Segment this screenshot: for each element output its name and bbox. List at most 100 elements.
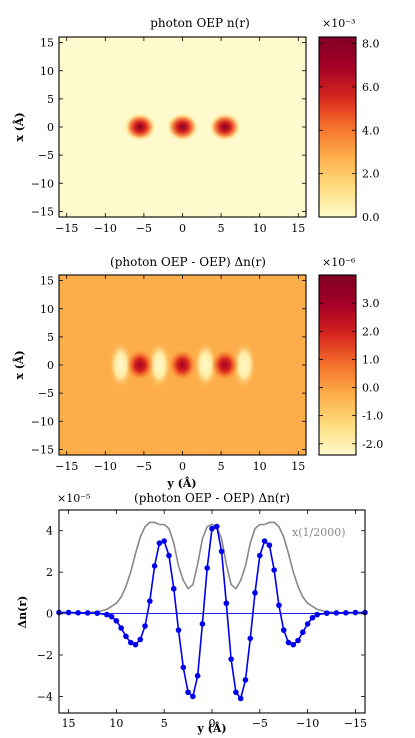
data-point [204, 565, 211, 571]
x-tick-label: 5 [218, 460, 225, 473]
colorbar-tick-label: -1.0 [362, 410, 383, 423]
y-tick-label: 15 [40, 275, 54, 288]
data-point [314, 611, 320, 618]
panel-3: ×10⁻⁵ (photon OEP - OEP) Δn(r) 15 10 5 0 −5 −… [16, 491, 368, 735]
data-point [304, 621, 311, 627]
data-point [127, 639, 134, 646]
data-point [209, 525, 215, 532]
colorbar-tick-label: 3.0 [362, 297, 380, 310]
data-point [180, 664, 187, 671]
colorbar-2-frame [318, 274, 357, 456]
scale-annotation: x(1/2000) [292, 526, 346, 539]
panel-2: (photon OEP - OEP) Δn(r) −15 −10 −5 0 5 10 15 1… [12, 255, 383, 490]
x-tick-label: 10 [253, 460, 267, 473]
data-point [137, 636, 144, 643]
data-point [218, 548, 225, 555]
panel-3-ticks: 15 10 5 0 −5 −10 −15 4 2 0 −2 −4 [37, 510, 367, 730]
y-tick-label: −15 [31, 443, 54, 456]
panel-3-series [56, 521, 368, 702]
data-point [300, 629, 306, 636]
data-point [147, 598, 153, 604]
colorbar-1-ticks: 8.0 6.0 4.0 2.0 0.0 [319, 38, 380, 224]
x-tick-label: −5 [136, 222, 152, 235]
data-point [166, 552, 172, 559]
panel-3-xlabel: y (Å) [196, 721, 226, 735]
panel-1-title: photon OEP n(r) [150, 16, 250, 30]
x-tick-label: 5 [218, 222, 225, 235]
data-point [156, 540, 163, 546]
data-point [280, 627, 287, 633]
density-peak [210, 349, 239, 381]
panel-1-density-blobs [123, 112, 242, 142]
colorbar-1-exponent: ×10⁻³ [322, 17, 355, 30]
x-tick-label: −5 [136, 460, 152, 473]
x-tick-label: 15 [62, 717, 76, 730]
y-tick-label: 0 [46, 608, 53, 621]
data-point [295, 637, 301, 644]
colorbar-tick-label: 6.0 [362, 81, 380, 94]
x-tick-label: −10 [94, 460, 117, 473]
y-tick-label: 15 [40, 37, 54, 50]
data-point [190, 693, 196, 700]
y-tick-label: 10 [40, 303, 54, 316]
data-point [142, 623, 148, 629]
colorbar-1-frame [318, 36, 357, 218]
colorbar-2-ticks: 3.0 2.0 1.0 0.0 -1.0 -2.0 [319, 297, 383, 451]
panel-2-density-difference [108, 341, 257, 389]
panel-2-ylabel: x (Å) [12, 350, 26, 379]
x-tick-label: 5 [161, 717, 168, 730]
y-tick-label: −10 [31, 177, 54, 190]
colorbar-tick-label: 8.0 [362, 38, 380, 51]
density-trough [193, 341, 218, 389]
colorbar-1 [319, 37, 356, 217]
y-tick-label: 5 [47, 93, 54, 106]
x-tick-label: 15 [291, 460, 305, 473]
panel-1-ticks: −15 −10 −5 0 5 10 15 15 10 5 0 −5 −10 −15 [31, 37, 306, 235]
data-point [290, 641, 297, 648]
data-point [94, 610, 101, 616]
data-point [309, 614, 316, 621]
data-point [161, 538, 167, 544]
data-point [228, 656, 234, 662]
density-blob [123, 112, 158, 142]
data-point [175, 627, 182, 633]
x-tick-label: −10 [296, 717, 319, 730]
data-point [104, 611, 110, 618]
panel-3-exponent: ×10⁻⁵ [57, 492, 90, 505]
density-peak [168, 349, 197, 381]
colorbar-2-exponent: ×10⁻⁶ [322, 256, 356, 269]
y-tick-label: 4 [46, 525, 53, 538]
scaled-density-line [58, 521, 366, 615]
density-blob [207, 112, 242, 142]
x-tick-label: −15 [55, 460, 78, 473]
data-point [65, 609, 72, 616]
colorbar-tick-label: 0.0 [362, 382, 380, 395]
y-tick-label: 0 [47, 359, 54, 372]
colorbar-2 [319, 275, 356, 455]
data-point [118, 625, 124, 631]
data-point [237, 695, 244, 702]
y-tick-label: −5 [38, 387, 54, 400]
colorbar-tick-label: -2.0 [362, 438, 383, 451]
x-tick-label: −5 [252, 717, 268, 730]
y-tick-label: 2 [46, 566, 53, 579]
x-tick-label: −10 [94, 222, 117, 235]
panel-1: photon OEP n(r) −15 −10 −5 0 5 10 15151050−5−1… [12, 16, 380, 235]
data-point [199, 621, 206, 627]
data-point [352, 609, 359, 616]
data-point [123, 633, 129, 640]
density-peak [126, 349, 155, 381]
panel-3-ylabel: Δn(r) [16, 596, 29, 629]
density-trough [232, 341, 257, 389]
y-tick-label: −4 [37, 690, 53, 703]
colorbar-tick-label: 2.0 [362, 325, 380, 338]
panel-2-title: (photon OEP - OEP) Δn(r) [110, 255, 266, 269]
data-point [108, 613, 115, 620]
colorbar-tick-label: 0.0 [362, 211, 380, 224]
x-tick-label: 10 [109, 717, 123, 730]
data-point [266, 542, 273, 549]
x-tick-label: 10 [253, 222, 267, 235]
panel-3-title: (photon OEP - OEP) Δn(r) [134, 491, 290, 505]
data-point [113, 618, 120, 624]
colorbar-tick-label: 4.0 [362, 124, 380, 137]
